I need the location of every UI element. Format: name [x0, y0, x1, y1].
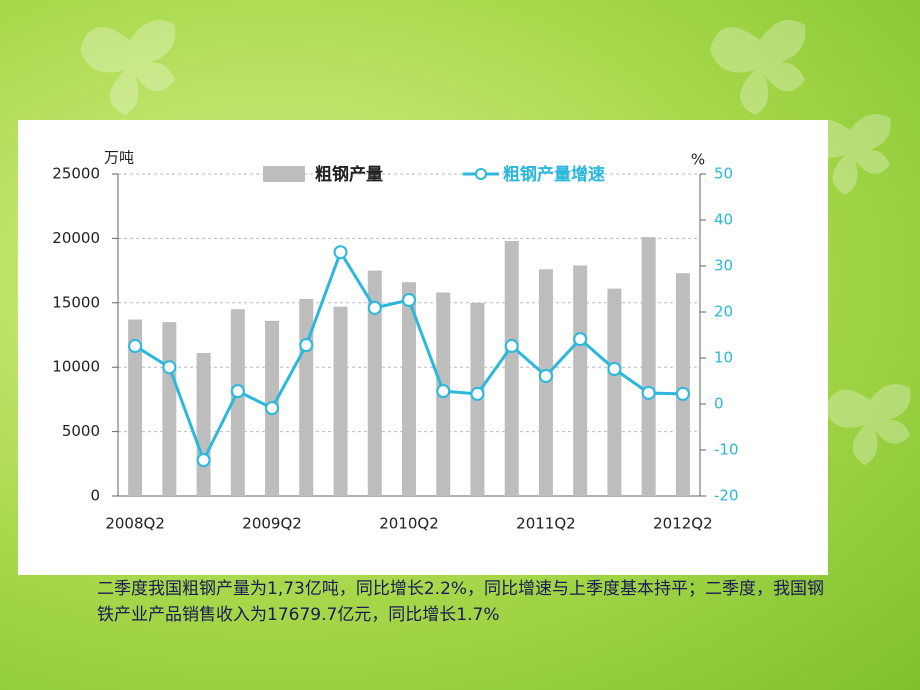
- caption: 二季度我国粗钢产量为1,73亿吨，同比增长2.2%，同比增速与上季度基本持平；二…: [97, 579, 825, 625]
- bar: [504, 240, 519, 496]
- y2-tick-label: -20: [714, 487, 739, 505]
- marker: [402, 293, 416, 308]
- x-tick-label: 2011Q2: [516, 515, 576, 533]
- marker: [128, 339, 143, 354]
- chart-panel: 0 5000 10000 15000 20000 25000 -20 -10 0 10 20 30 40…: [18, 120, 828, 575]
- x-tick-label: 2008Q2: [105, 515, 165, 533]
- marker: [196, 453, 211, 468]
- bar: [196, 353, 211, 496]
- marker: [538, 368, 553, 383]
- bar: [641, 237, 656, 496]
- marker: [470, 386, 485, 401]
- legend-label: 粗钢产量增速: [503, 164, 605, 185]
- bar: [230, 309, 245, 496]
- bar: [367, 270, 382, 496]
- marker: [436, 384, 451, 399]
- y2-tick-label: 20: [714, 303, 733, 321]
- y2-tick-label: 50: [714, 165, 733, 183]
- y2-tick-label: -10: [714, 441, 739, 459]
- legend-marker: [475, 168, 487, 180]
- y-tick-label: 10000: [52, 358, 100, 376]
- marker: [607, 362, 622, 377]
- bar: [162, 322, 177, 496]
- y-tick-label: 5000: [62, 422, 100, 440]
- bar: [607, 288, 622, 496]
- marker: [299, 338, 314, 353]
- chart: 0 5000 10000 15000 20000 25000 -20 -10 0 10 20 30 40…: [52, 149, 739, 533]
- legend-label: 粗钢产量: [315, 164, 383, 185]
- y-tick-label: 20000: [52, 229, 100, 247]
- x-tick-label: 2009Q2: [242, 515, 302, 533]
- marker: [675, 386, 690, 401]
- y2-unit: %: [691, 151, 705, 169]
- bar: [128, 319, 143, 496]
- y2-tick-label: 10: [714, 349, 733, 367]
- bar: [402, 282, 416, 496]
- y-unit: 万吨: [104, 149, 134, 167]
- marker: [333, 245, 348, 260]
- marker: [504, 339, 519, 354]
- marker: [162, 360, 177, 375]
- y-tick-label: 25000: [52, 165, 100, 183]
- y-tick-label: 15000: [52, 293, 100, 311]
- marker: [641, 385, 656, 400]
- y2-tick-label: 40: [714, 211, 733, 229]
- legend-swatch: [263, 166, 305, 182]
- x-tick-label: 2012Q2: [653, 515, 713, 533]
- y-tick-label: 0: [90, 487, 100, 505]
- bar: [573, 265, 588, 496]
- bar: [333, 306, 348, 496]
- marker: [230, 384, 245, 399]
- y2-tick-label: 30: [714, 257, 733, 275]
- x-tick-label: 2010Q2: [379, 515, 439, 533]
- marker: [573, 332, 588, 347]
- marker: [265, 401, 280, 416]
- y2-tick-label: 0: [714, 395, 724, 413]
- bar: [675, 273, 690, 496]
- marker: [367, 300, 382, 315]
